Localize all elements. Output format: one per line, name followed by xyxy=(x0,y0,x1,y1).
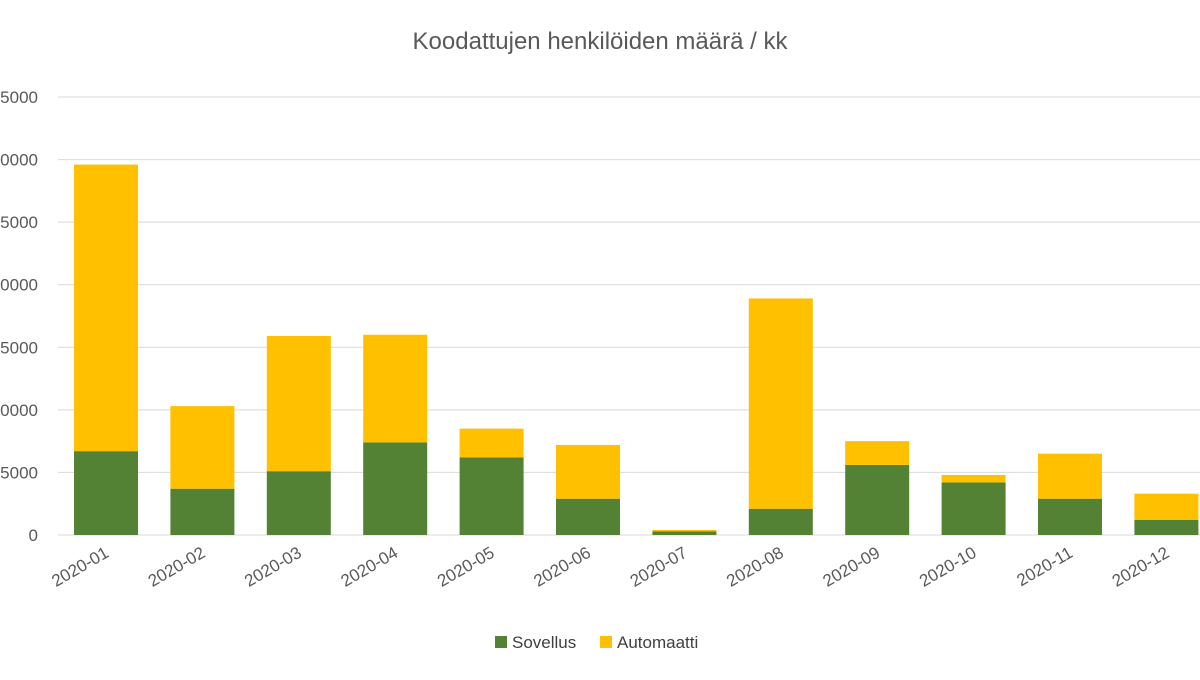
x-tick-label: 2020-12 xyxy=(1109,543,1173,591)
x-tick-label: 2020-07 xyxy=(627,543,691,591)
x-tick-label: 2020-10 xyxy=(916,543,980,591)
bar-automaatti-2020-10 xyxy=(941,474,1006,483)
y-axis-ticks: 0 5000 10000 15000 20000 25000 30000 35000 xyxy=(0,88,38,545)
bar-automaatti-2020-09 xyxy=(845,441,910,465)
bar-sovellus-2020-11 xyxy=(1038,498,1102,535)
x-axis-ticks: 2020-01 2020-02 2020-03 2020-04 2020-05 2020-… xyxy=(48,543,1172,591)
y-tick-label: 0 xyxy=(29,526,38,545)
legend-label-sovellus: Sovellus xyxy=(512,633,576,652)
bar-automaatti-2020-07 xyxy=(652,529,717,532)
y-tick-label: 35000 xyxy=(0,88,38,107)
bar-sovellus-2020-05 xyxy=(459,457,524,535)
bar-sovellus-2020-03 xyxy=(266,471,331,535)
bars xyxy=(74,164,1199,535)
bar-sovellus-2020-06 xyxy=(556,498,620,535)
legend-swatch-sovellus xyxy=(495,636,507,648)
gridlines xyxy=(58,96,1200,536)
chart-title: Koodattujen henkilöiden määrä / kk xyxy=(413,28,789,55)
y-tick-label: 10000 xyxy=(0,401,38,420)
bar-sovellus-2020-01 xyxy=(74,451,138,535)
bar-sovellus-2020-04 xyxy=(363,442,428,535)
legend: Sovellus Automaatti xyxy=(495,633,698,652)
bar-sovellus-2020-08 xyxy=(748,508,813,535)
x-tick-label: 2020-08 xyxy=(723,543,787,591)
bar-automaatti-2020-01 xyxy=(74,164,138,452)
bar-automaatti-2020-11 xyxy=(1038,453,1102,499)
bar-sovellus-2020-07 xyxy=(652,531,717,535)
bar-automaatti-2020-03 xyxy=(266,336,331,472)
bar-automaatti-2020-06 xyxy=(556,444,620,499)
x-tick-label: 2020-09 xyxy=(820,543,884,591)
x-tick-label: 2020-01 xyxy=(48,543,112,591)
y-tick-label: 25000 xyxy=(0,213,38,232)
legend-label-automaatti: Automaatti xyxy=(617,633,698,652)
bar-automaatti-2020-08 xyxy=(748,298,813,509)
bar-sovellus-2020-02 xyxy=(170,488,235,535)
x-tick-label: 2020-06 xyxy=(530,543,594,591)
x-tick-label: 2020-04 xyxy=(338,543,402,591)
y-tick-label: 5000 xyxy=(0,463,38,482)
x-tick-label: 2020-11 xyxy=(1014,543,1076,590)
bar-sovellus-2020-09 xyxy=(845,464,910,535)
bar-sovellus-2020-10 xyxy=(941,482,1006,535)
y-tick-label: 15000 xyxy=(0,338,38,357)
bar-automaatti-2020-02 xyxy=(170,406,235,489)
x-tick-label: 2020-03 xyxy=(241,543,305,591)
y-tick-label: 30000 xyxy=(0,151,38,170)
bar-sovellus-2020-12 xyxy=(1134,519,1199,535)
bar-automaatti-2020-04 xyxy=(363,334,428,443)
y-tick-label: 20000 xyxy=(0,276,38,295)
legend-swatch-automaatti xyxy=(600,636,612,648)
x-tick-label: 2020-02 xyxy=(145,543,209,591)
bar-automaatti-2020-05 xyxy=(459,428,524,458)
x-tick-label: 2020-05 xyxy=(434,543,498,591)
bar-automaatti-2020-12 xyxy=(1134,493,1199,520)
